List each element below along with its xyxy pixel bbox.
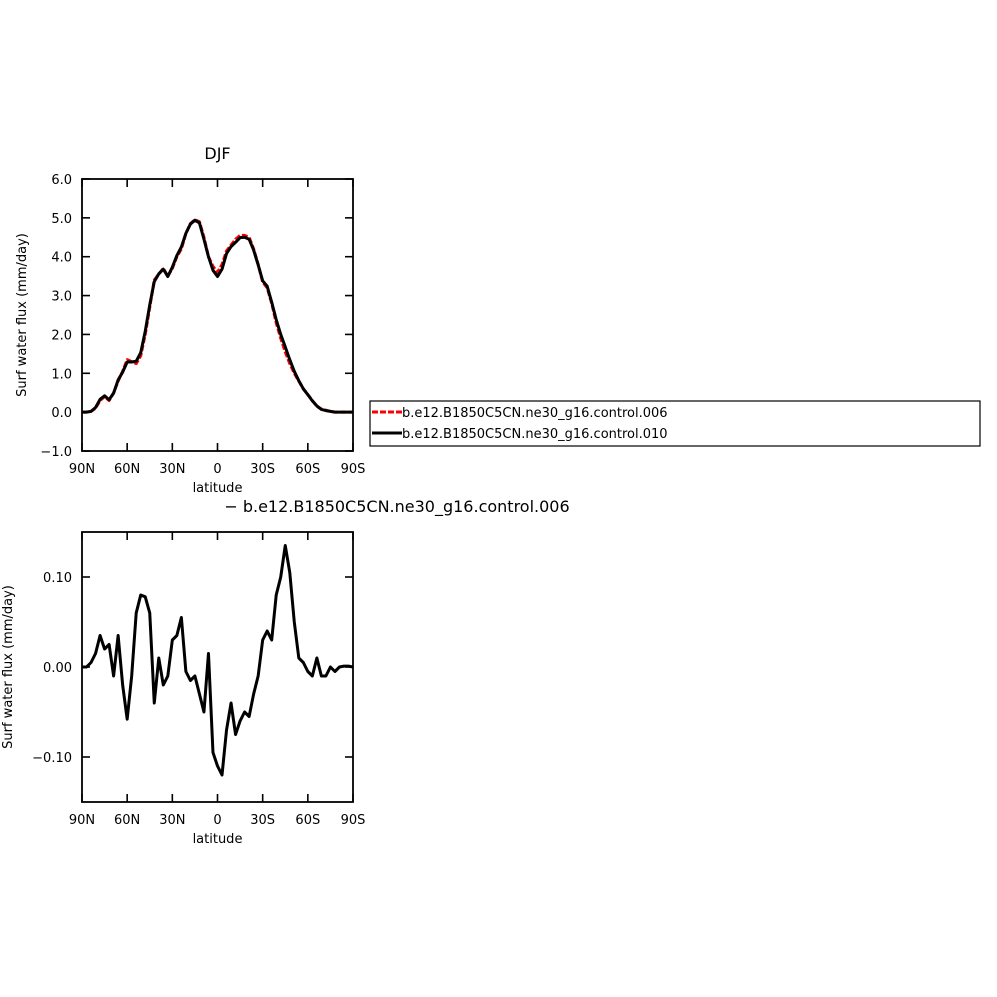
x-tick-label: 60N: [114, 813, 140, 828]
x-tick-label: 30N: [159, 813, 185, 828]
x-tick-label: 30S: [250, 462, 275, 477]
x-axis-label: latitude: [193, 832, 243, 847]
y-axis-label: Surf water flux (mm/day): [15, 233, 30, 397]
series-line: [82, 544, 354, 777]
y-tick-label: 6.0: [51, 173, 72, 188]
x-tick-label: 30S: [250, 813, 275, 828]
y-tick-label: 2.0: [51, 328, 72, 343]
x-tick-label: 0: [213, 813, 221, 828]
x-axis-label: latitude: [193, 481, 243, 496]
x-tick-label: 30N: [159, 462, 185, 477]
legend-label: b.e12.B1850C5CN.ne30_g16.control.006: [402, 406, 668, 421]
y-tick-label: −1.0: [40, 445, 72, 460]
y-tick-label: 1.0: [51, 367, 72, 382]
y-axis-label: Surf water flux (mm/day): [1, 585, 16, 749]
y-tick-label: 4.0: [51, 251, 72, 266]
y-tick-label: 0.00: [43, 661, 72, 676]
y-tick-label: 0.10: [43, 571, 72, 586]
chart-title: DJF: [204, 144, 230, 163]
x-tick-label: 60N: [114, 462, 140, 477]
legend-box: [369, 400, 981, 447]
series-line: [82, 218, 353, 414]
x-tick-label: 90N: [69, 462, 95, 477]
y-tick-label: 0.0: [51, 406, 72, 421]
y-tick-label: 5.0: [51, 212, 72, 227]
x-tick-label: 90S: [341, 813, 366, 828]
x-tick-label: 90N: [69, 813, 95, 828]
series-line: [82, 218, 353, 414]
x-tick-label: 60S: [295, 813, 320, 828]
x-tick-label: 0: [213, 462, 221, 477]
x-tick-label: 90S: [341, 462, 366, 477]
plot-frame: [81, 178, 354, 452]
y-tick-label: −0.10: [32, 751, 72, 766]
chart-title: − b.e12.B1850C5CN.ne30_g16.control.006: [224, 497, 569, 517]
y-tick-label: 3.0: [51, 290, 72, 305]
x-tick-label: 60S: [295, 462, 320, 477]
legend-label: b.e12.B1850C5CN.ne30_g16.control.010: [402, 427, 668, 442]
